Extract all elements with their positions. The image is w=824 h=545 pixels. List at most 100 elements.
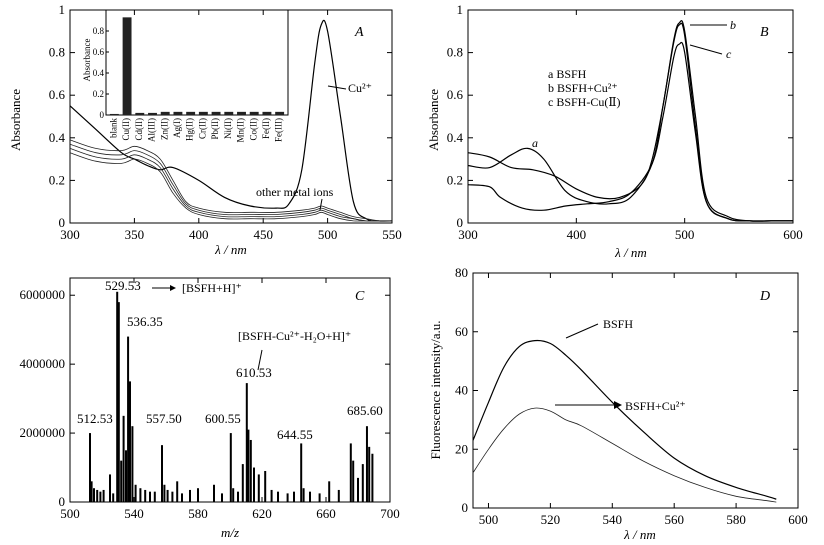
- x-tick-label: 500: [675, 227, 695, 242]
- y-tick-label: 0.8: [447, 45, 463, 60]
- inset-y-tick-label: 0.6: [93, 47, 105, 57]
- inset-category-label: Pb(II): [210, 118, 220, 140]
- inset-y-tick-label: 0: [100, 110, 105, 120]
- y-tick-label: 0: [457, 215, 464, 230]
- y-tick-label: 0.8: [49, 45, 65, 60]
- x-tick-label: 620: [252, 506, 272, 521]
- panel-d: D Fluorescence intensity/a.u. λ / nm 500…: [428, 265, 808, 542]
- x-tick-label: 300: [458, 227, 478, 242]
- inset-category-label: Zn(II): [159, 118, 169, 140]
- inset-bar: [160, 111, 170, 115]
- y-tick-label: 80: [455, 265, 468, 280]
- panel-a-series-line: [69, 143, 393, 222]
- panel-b-label: B: [760, 25, 769, 40]
- inset-category-label: Fe(II): [261, 118, 271, 139]
- inset-category-label: Mn(II): [236, 118, 246, 143]
- y-tick-label: 0.2: [49, 172, 65, 187]
- panel-b-ylabel: Absorbance: [426, 89, 441, 151]
- x-tick-label: 500: [60, 506, 80, 521]
- x-tick-label: 700: [380, 506, 400, 521]
- peak-label-685: 685.60: [347, 403, 383, 418]
- panel-a-series: [69, 19, 393, 222]
- inset-ylabel: Absorbance: [82, 39, 92, 82]
- ms-peak: [144, 489, 147, 502]
- ms-peak: [293, 491, 295, 502]
- ms-peak: [318, 493, 321, 502]
- x-tick-label: 300: [60, 227, 80, 242]
- peak-label-610: 610.53: [236, 365, 272, 380]
- inset-category-label: Ag(I): [172, 118, 182, 138]
- panel-b: B Absorbance λ / nm 300 400 500 600 0 0.2 0.4 0…: [426, 2, 803, 260]
- panel-b-series-a: [467, 22, 794, 222]
- panel-d-ylabel: Fluorescence intensity/a.u.: [428, 321, 443, 460]
- panel-a-arrow-other: [319, 198, 323, 211]
- ms-peak: [241, 464, 244, 502]
- x-tick-label: 560: [664, 512, 684, 527]
- panel-a-annotation-other: other metal ions: [256, 185, 334, 199]
- panel-c-ticks: 500 540 580 620 660 700 0 2000000 4000000 6000000: [20, 278, 400, 521]
- ms-peak: [365, 426, 368, 502]
- ms-peak: [89, 433, 91, 502]
- y-tick-label: 60: [455, 324, 468, 339]
- x-tick-label: 400: [189, 227, 209, 242]
- ms-peak: [161, 445, 163, 502]
- inset-bar: [122, 17, 132, 116]
- panel-a-series-line: [69, 148, 393, 222]
- ms-peak: [270, 489, 273, 502]
- panel-a-label: A: [354, 25, 364, 40]
- panel-a: A Absorbance λ / nm 300 350 400 450 500 55000…: [8, 2, 402, 257]
- panel-b-frame: [467, 9, 794, 224]
- y-tick-label: 0: [462, 500, 469, 515]
- panel-c-arrow-complex: [257, 349, 263, 371]
- inset-bar: [135, 112, 145, 115]
- inset-bar: [109, 113, 119, 115]
- peak-label-529: 529.53: [105, 278, 141, 293]
- inset-category-label: Ni(II): [223, 118, 233, 139]
- panel-b-curve-label-a: a: [532, 136, 538, 150]
- ms-peak: [127, 336, 130, 502]
- ms-peak: [247, 429, 250, 502]
- inset-category-label: Cd(II): [134, 118, 144, 141]
- ms-peak: [300, 443, 303, 502]
- y-tick-label: 0: [59, 215, 66, 230]
- panel-a-frame: [69, 9, 393, 224]
- inset-frame: [105, 9, 289, 116]
- ms-peak: [93, 488, 95, 502]
- panel-d-legend-cu: BSFH+Cu²⁺: [625, 399, 686, 413]
- panel-c-peaks: [89, 291, 374, 502]
- x-tick-label: 580: [188, 506, 208, 521]
- panel-c-label: C: [355, 289, 365, 304]
- x-tick-label: 540: [124, 506, 144, 521]
- ms-peak: [302, 488, 305, 502]
- peak-label-536: 536.35: [127, 314, 163, 329]
- panel-a-series-line: [69, 152, 393, 222]
- ms-peak: [99, 491, 102, 502]
- y-tick-label: 1: [59, 2, 66, 17]
- ms-peak: [117, 302, 120, 502]
- x-tick-label: 660: [316, 506, 336, 521]
- ms-peak: [277, 491, 279, 502]
- panel-a-arrow-cu: [327, 85, 347, 90]
- ms-peak: [349, 443, 352, 502]
- ms-peak: [149, 491, 151, 502]
- ms-peak: [176, 481, 179, 502]
- inset-category-label: blank: [108, 118, 118, 138]
- panel-c-arrowhead-bsfh: [170, 285, 176, 291]
- panel-a-ticks: 300 350 400 450 500 550 0 0.2 0.4 0.6 0.8 1: [49, 2, 402, 242]
- inset-bar: [186, 111, 196, 115]
- inset-category-label: Hg(II): [185, 118, 195, 141]
- panel-a-ylabel: Absorbance: [8, 89, 23, 151]
- ms-peak: [357, 477, 359, 502]
- inset-category-label: Al(III): [147, 118, 157, 142]
- y-tick-label: 2000000: [20, 425, 66, 440]
- ms-peak: [112, 493, 115, 502]
- panel-a-inset: Absorbance 0 0.2 0.4 0.6 0.8 blank Cu(II) Cd(I…: [82, 9, 289, 143]
- ms-peak: [328, 481, 331, 502]
- y-tick-label: 0.4: [49, 130, 66, 145]
- ms-peak: [361, 464, 364, 502]
- inset-category-label: Co(II): [248, 118, 258, 141]
- ms-peak: [213, 484, 215, 502]
- inset-bar: [237, 111, 246, 115]
- panel-c: C m/z 500 540 580 620 660 700 0 2000000 4000000 6…: [20, 277, 400, 540]
- panel-b-legend-c: c BSFH-Cu(Ⅱ): [548, 95, 621, 109]
